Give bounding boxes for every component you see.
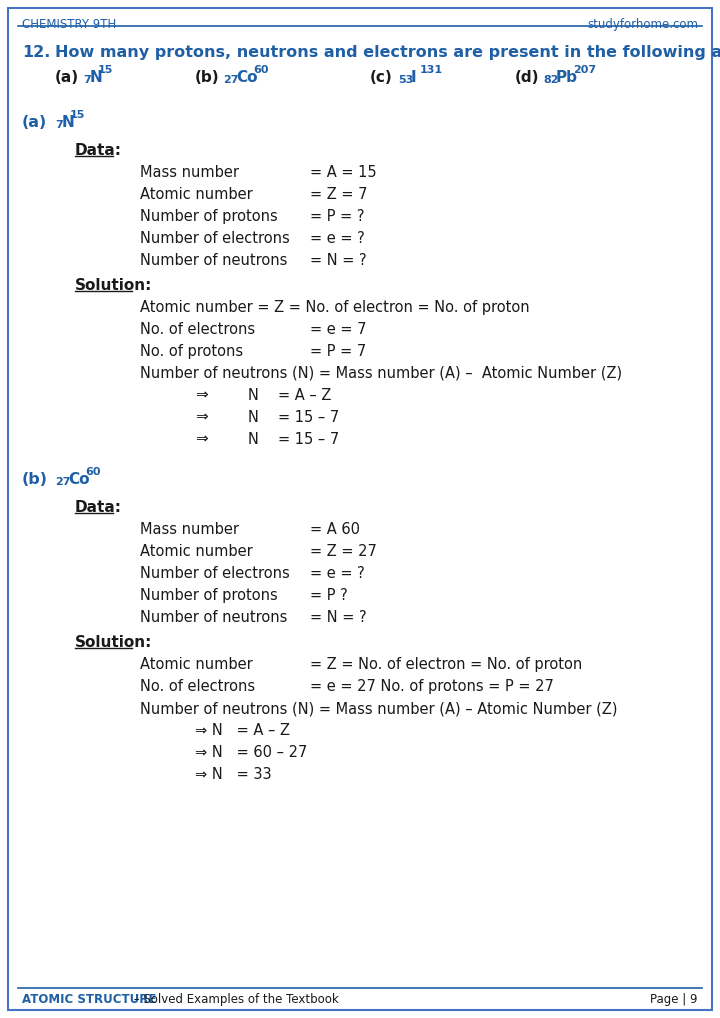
Text: Number of neutrons: Number of neutrons bbox=[140, 253, 287, 268]
Text: 82: 82 bbox=[543, 75, 559, 84]
Text: N: N bbox=[89, 70, 102, 84]
Text: Solution:: Solution: bbox=[75, 635, 153, 651]
Text: N: N bbox=[248, 388, 259, 403]
Text: 27: 27 bbox=[223, 75, 238, 84]
Text: ⇒ N   = 33: ⇒ N = 33 bbox=[195, 767, 271, 782]
Text: (a): (a) bbox=[55, 70, 79, 84]
Text: 12.: 12. bbox=[22, 45, 50, 60]
Text: Number of electrons: Number of electrons bbox=[140, 566, 289, 581]
Text: 131: 131 bbox=[420, 65, 443, 75]
Text: How many protons, neutrons and electrons are present in the following atoms:: How many protons, neutrons and electrons… bbox=[55, 45, 720, 60]
Text: = e = 7: = e = 7 bbox=[310, 322, 366, 337]
Text: Data:: Data: bbox=[75, 143, 122, 158]
Text: ⇒: ⇒ bbox=[195, 432, 208, 447]
Text: 7: 7 bbox=[83, 75, 91, 84]
Text: Number of protons: Number of protons bbox=[140, 209, 278, 224]
Text: studyforhome.com: studyforhome.com bbox=[587, 18, 698, 31]
Text: (d): (d) bbox=[515, 70, 539, 84]
Text: ATOMIC STRUCTURE: ATOMIC STRUCTURE bbox=[22, 993, 156, 1006]
Text: Number of neutrons (N) = Mass number (A) –  Atomic Number (Z): Number of neutrons (N) = Mass number (A)… bbox=[140, 366, 622, 381]
Text: Number of neutrons: Number of neutrons bbox=[140, 610, 287, 625]
Text: Number of protons: Number of protons bbox=[140, 588, 278, 603]
Text: = 15 – 7: = 15 – 7 bbox=[278, 410, 339, 425]
Text: 27: 27 bbox=[55, 477, 71, 487]
Text: = e = ?: = e = ? bbox=[310, 231, 365, 246]
Text: (b): (b) bbox=[195, 70, 220, 84]
Text: Co: Co bbox=[236, 70, 258, 84]
Text: Atomic number = Z = No. of electron = No. of proton: Atomic number = Z = No. of electron = No… bbox=[140, 300, 530, 315]
Text: 207: 207 bbox=[573, 65, 596, 75]
Text: (b): (b) bbox=[22, 472, 48, 487]
Text: Pb: Pb bbox=[556, 70, 578, 84]
Text: 15: 15 bbox=[98, 65, 113, 75]
Text: N: N bbox=[248, 432, 259, 447]
Text: = Z = 7: = Z = 7 bbox=[310, 187, 367, 202]
Text: I: I bbox=[411, 70, 417, 84]
Text: No. of protons: No. of protons bbox=[140, 344, 243, 359]
Text: = A – Z: = A – Z bbox=[278, 388, 331, 403]
Text: = A = 15: = A = 15 bbox=[310, 165, 377, 180]
Text: Mass number: Mass number bbox=[140, 522, 239, 538]
Text: – Solved Examples of the Textbook: – Solved Examples of the Textbook bbox=[130, 993, 338, 1006]
Text: ⇒ N   = 60 – 27: ⇒ N = 60 – 27 bbox=[195, 745, 307, 760]
Text: ⇒: ⇒ bbox=[195, 410, 208, 425]
Text: (c): (c) bbox=[370, 70, 392, 84]
Text: = P = ?: = P = ? bbox=[310, 209, 364, 224]
Text: = e = ?: = e = ? bbox=[310, 566, 365, 581]
Text: Data:: Data: bbox=[75, 500, 122, 515]
Text: = A 60: = A 60 bbox=[310, 522, 360, 538]
Text: No. of electrons: No. of electrons bbox=[140, 679, 255, 694]
Text: Co: Co bbox=[68, 472, 89, 487]
Text: 53: 53 bbox=[398, 75, 413, 84]
Text: N: N bbox=[248, 410, 259, 425]
Text: Number of electrons: Number of electrons bbox=[140, 231, 289, 246]
Text: Atomic number: Atomic number bbox=[140, 544, 253, 559]
Text: Atomic number: Atomic number bbox=[140, 657, 253, 672]
Text: = P = 7: = P = 7 bbox=[310, 344, 366, 359]
Text: ⇒ N   = A – Z: ⇒ N = A – Z bbox=[195, 723, 290, 738]
Text: ⇒: ⇒ bbox=[195, 388, 208, 403]
Text: = P ?: = P ? bbox=[310, 588, 348, 603]
Text: 7: 7 bbox=[55, 120, 63, 130]
Text: Page | 9: Page | 9 bbox=[650, 993, 698, 1006]
Text: Atomic number: Atomic number bbox=[140, 187, 253, 202]
Text: CHEMISTRY 9TH: CHEMISTRY 9TH bbox=[22, 18, 116, 31]
Text: = e = 27 No. of protons = P = 27: = e = 27 No. of protons = P = 27 bbox=[310, 679, 554, 694]
Text: Number of neutrons (N) = Mass number (A) – Atomic Number (Z): Number of neutrons (N) = Mass number (A)… bbox=[140, 701, 618, 716]
Text: 15: 15 bbox=[70, 110, 86, 120]
Text: = N = ?: = N = ? bbox=[310, 253, 366, 268]
Text: = Z = 27: = Z = 27 bbox=[310, 544, 377, 559]
Text: = 15 – 7: = 15 – 7 bbox=[278, 432, 339, 447]
Text: N: N bbox=[61, 115, 74, 130]
Text: = Z = No. of electron = No. of proton: = Z = No. of electron = No. of proton bbox=[310, 657, 582, 672]
Text: Mass number: Mass number bbox=[140, 165, 239, 180]
Text: (a): (a) bbox=[22, 115, 48, 130]
Text: Solution:: Solution: bbox=[75, 278, 153, 293]
FancyBboxPatch shape bbox=[8, 8, 712, 1010]
Text: 60: 60 bbox=[253, 65, 269, 75]
Text: = N = ?: = N = ? bbox=[310, 610, 366, 625]
Text: 60: 60 bbox=[85, 467, 101, 477]
Text: No. of electrons: No. of electrons bbox=[140, 322, 255, 337]
